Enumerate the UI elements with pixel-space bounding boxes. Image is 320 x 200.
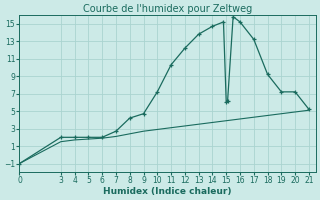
X-axis label: Humidex (Indice chaleur): Humidex (Indice chaleur) xyxy=(103,187,232,196)
Title: Courbe de l'humidex pour Zeltweg: Courbe de l'humidex pour Zeltweg xyxy=(83,4,252,14)
